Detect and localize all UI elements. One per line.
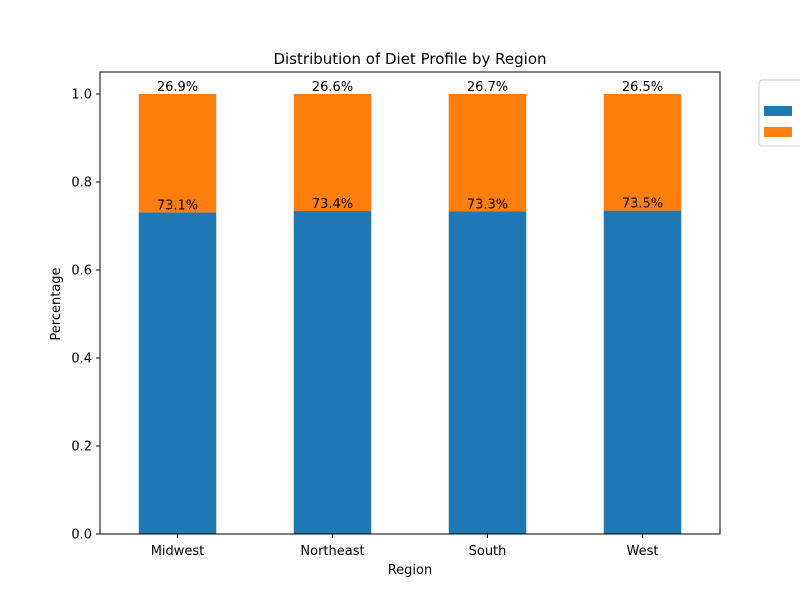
bar-midwest-series-2 [138, 94, 217, 213]
data-label-west-series-2: 26.5% [622, 80, 663, 95]
bar-midwest-series-1 [138, 212, 217, 535]
y-tick-label: 1.0 [71, 88, 92, 103]
data-label-midwest-series-2: 26.9% [157, 80, 198, 95]
x-tick-label-south: South [469, 544, 507, 559]
data-label-south-series-2: 26.7% [467, 80, 508, 95]
data-label-west-series-1: 73.5% [622, 197, 663, 212]
legend-swatch-series-1 [764, 106, 792, 116]
bar-west-series-2 [603, 94, 682, 211]
y-tick-label: 0.0 [71, 528, 92, 543]
data-label-northeast-series-2: 26.6% [312, 80, 353, 95]
y-tick-label: 0.4 [71, 352, 92, 367]
y-axis-label: Percentage [49, 267, 64, 340]
bar-south-series-2 [448, 94, 527, 212]
x-tick-label-northeast: Northeast [300, 544, 364, 559]
y-tick-label: 0.8 [71, 176, 92, 191]
x-axis-label: Region [388, 563, 433, 578]
legend [758, 79, 800, 147]
bar-west-series-1 [603, 210, 682, 534]
bar-south-series-1 [448, 211, 527, 535]
legend-swatch-series-2 [764, 127, 792, 137]
axes-frame [99, 71, 721, 535]
y-tick-label: 0.6 [71, 264, 92, 279]
x-tick-label-midwest: Midwest [151, 544, 205, 559]
bar-northeast-series-2 [293, 94, 372, 212]
x-tick-label-west: West [627, 544, 659, 559]
data-label-northeast-series-1: 73.4% [312, 197, 353, 212]
bar-northeast-series-1 [293, 211, 372, 535]
data-label-midwest-series-1: 73.1% [157, 198, 198, 213]
chart-title: Distribution of Diet Profile by Region [273, 50, 546, 68]
plot-area: 73.1% 26.9% 73.4% 26.6% 73.3% 26.7% 73.5% 26.5%… [71, 71, 721, 559]
data-label-south-series-1: 73.3% [467, 197, 508, 212]
y-tick-label: 0.2 [71, 440, 92, 455]
